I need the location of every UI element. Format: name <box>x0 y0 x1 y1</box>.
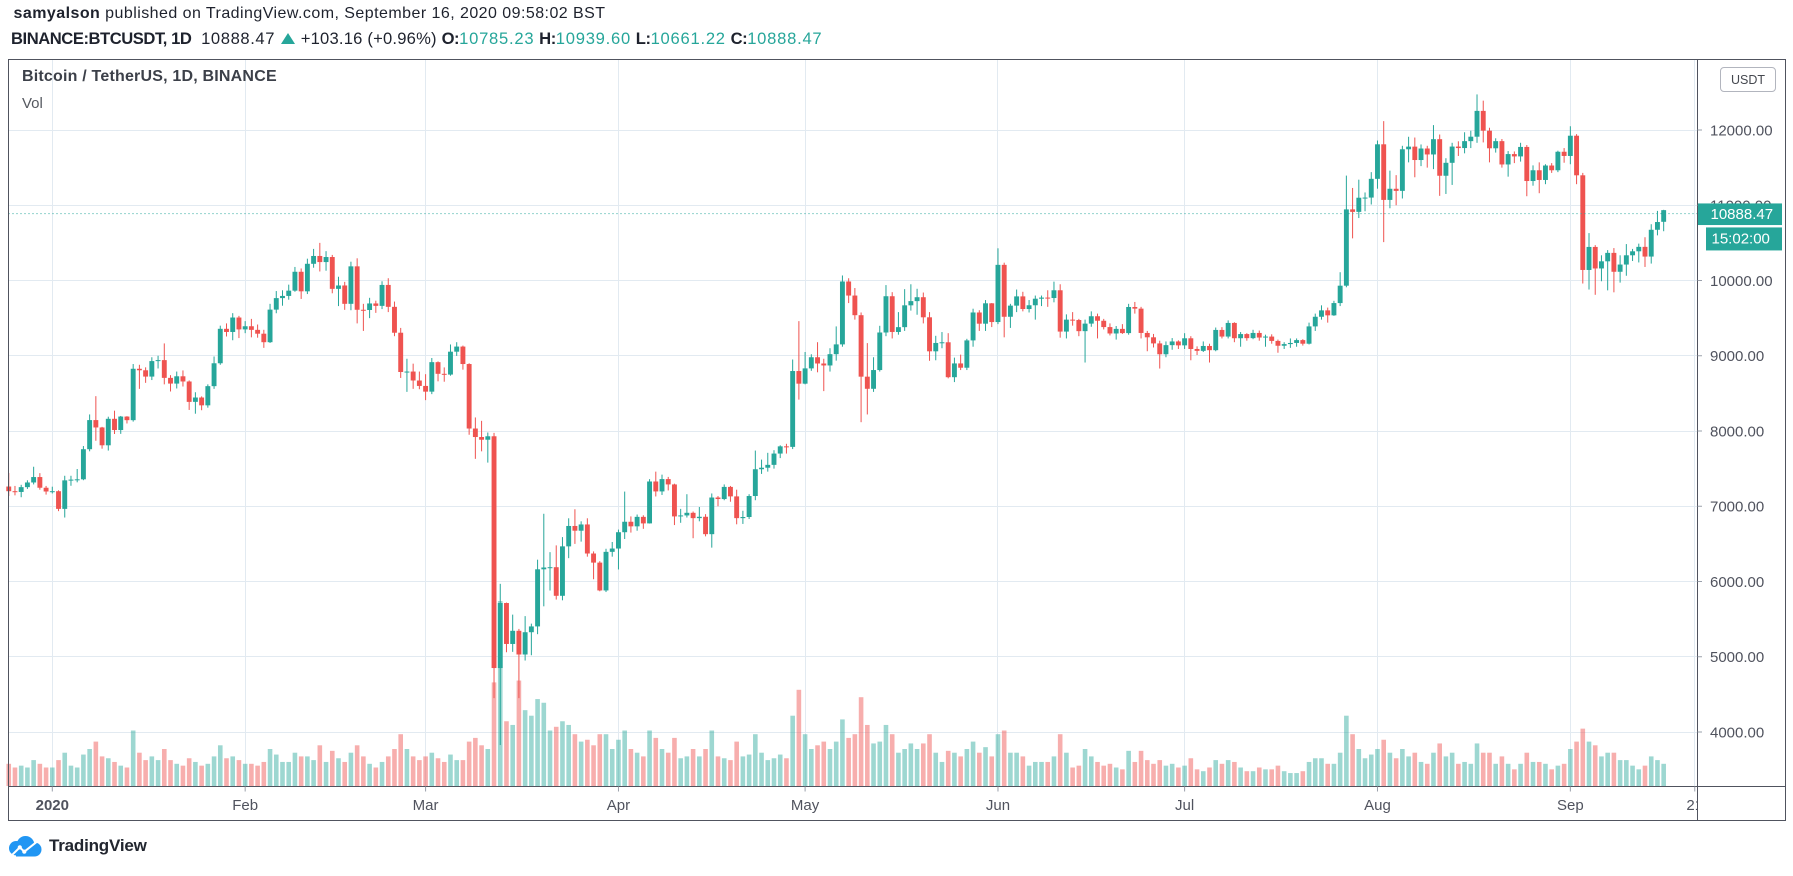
svg-text:Bitcoin / TetherUS, 1D, BINANC: Bitcoin / TetherUS, 1D, BINANCE <box>22 68 277 85</box>
svg-text:Feb: Feb <box>232 797 258 814</box>
svg-text:Apr: Apr <box>607 797 630 814</box>
svg-text:10000.00: 10000.00 <box>1710 273 1773 290</box>
svg-text:6000.00: 6000.00 <box>1710 574 1764 591</box>
svg-text:21: 21 <box>1686 797 1703 814</box>
svg-text:12000.00: 12000.00 <box>1710 122 1773 139</box>
svg-text:4000.00: 4000.00 <box>1710 724 1764 741</box>
svg-text:May: May <box>791 797 820 814</box>
svg-text:5000.00: 5000.00 <box>1710 649 1764 666</box>
svg-text:Sep: Sep <box>1557 797 1584 814</box>
svg-text:15:02:00: 15:02:00 <box>1712 231 1770 248</box>
svg-text:Jun: Jun <box>986 797 1010 814</box>
svg-text:2020: 2020 <box>36 797 69 814</box>
svg-text:Mar: Mar <box>413 797 439 814</box>
svg-text:Vol: Vol <box>22 95 43 112</box>
svg-text:Aug: Aug <box>1364 797 1391 814</box>
svg-text:8000.00: 8000.00 <box>1710 423 1764 440</box>
svg-text:9000.00: 9000.00 <box>1710 348 1764 365</box>
svg-text:Jul: Jul <box>1175 797 1194 814</box>
svg-text:7000.00: 7000.00 <box>1710 499 1764 516</box>
svg-text:USDT: USDT <box>1731 73 1765 87</box>
svg-text:10888.47: 10888.47 <box>1711 206 1774 223</box>
